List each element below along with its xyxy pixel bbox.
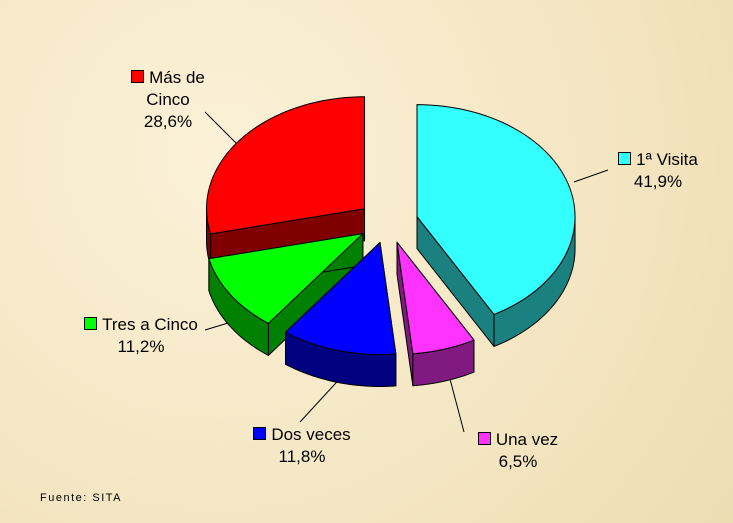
slice xyxy=(416,104,576,315)
slice xyxy=(208,233,364,324)
slice xyxy=(206,96,366,235)
slice-label: Tres a Cinco 11,2% xyxy=(66,314,216,358)
label-line: Una vez xyxy=(468,429,568,451)
label-line: Tres a Cinco xyxy=(66,314,216,336)
value-label: 11,8% xyxy=(278,447,326,466)
label-line: 1ª Visita xyxy=(598,149,718,171)
slice-label: Una vez 6,5% xyxy=(468,429,568,473)
category-label: Tres a Cinco xyxy=(102,315,198,334)
category-label: Más de Cinco xyxy=(146,68,205,109)
source-note: Fuente: SITA xyxy=(40,492,122,504)
slice-label: Dos veces 11,8% xyxy=(232,424,372,468)
legend-key xyxy=(131,70,145,83)
legend-key xyxy=(84,317,98,330)
value-label: 28,6% xyxy=(143,112,193,131)
slice xyxy=(396,241,475,355)
label-line: Más de Cinco xyxy=(118,67,218,111)
slice-label: Más de Cinco 28,6% xyxy=(118,67,218,133)
slice xyxy=(285,241,397,355)
legend-key xyxy=(477,432,491,445)
legend-key xyxy=(253,427,267,440)
label-line: Dos veces xyxy=(232,424,372,446)
slice-label: 1ª Visita 41,9% xyxy=(598,149,718,193)
value-label: 11,2% xyxy=(117,337,165,356)
category-label: 1ª Visita xyxy=(636,150,698,169)
value-label: 41,9% xyxy=(633,172,683,191)
leader-line xyxy=(573,169,609,183)
category-label: Dos veces xyxy=(271,425,351,444)
category-label: Una vez xyxy=(495,430,559,449)
legend-key xyxy=(618,152,632,165)
value-label: 6,5% xyxy=(498,452,538,471)
